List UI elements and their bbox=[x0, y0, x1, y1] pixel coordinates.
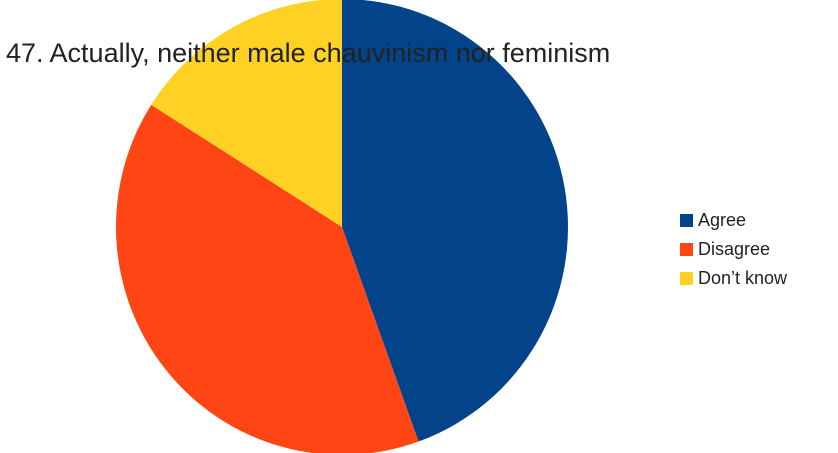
legend-swatch-don-t-know bbox=[680, 272, 693, 285]
pie-slice-disagree bbox=[116, 104, 419, 453]
legend-item-agree: Agree bbox=[680, 206, 787, 235]
chart-title: 47. Actually, neither male chauvinism no… bbox=[6, 38, 611, 68]
legend-label-agree: Agree bbox=[698, 210, 747, 230]
pie-slice-agree bbox=[342, 0, 568, 442]
legend-label-disagree: Disagree bbox=[698, 239, 771, 259]
legend-item-don-t-know: Don’t know bbox=[680, 264, 787, 293]
legend-item-disagree: Disagree bbox=[680, 235, 787, 264]
legend-swatch-disagree bbox=[680, 243, 693, 256]
pie-slice-don-t-know bbox=[151, 0, 342, 227]
pie-slices bbox=[116, 0, 568, 453]
legend-swatch-agree bbox=[680, 214, 693, 227]
legend-label-don-t-know: Don’t know bbox=[698, 268, 788, 288]
legend: Agree Disagree Don’t know bbox=[680, 206, 787, 293]
